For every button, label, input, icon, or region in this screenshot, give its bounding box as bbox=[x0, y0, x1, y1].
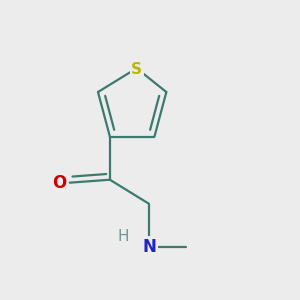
Text: S: S bbox=[131, 62, 142, 77]
Text: H: H bbox=[118, 229, 129, 244]
Text: N: N bbox=[142, 238, 156, 256]
Text: O: O bbox=[52, 174, 67, 192]
